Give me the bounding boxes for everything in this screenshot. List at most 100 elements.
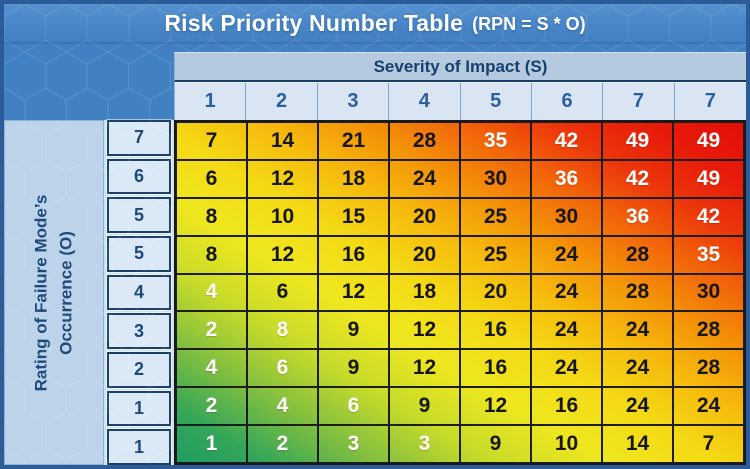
rpn-cell: 7 <box>673 425 744 463</box>
rpn-cell: 28 <box>389 122 460 160</box>
occurrence-scale-cell: 4 <box>107 274 171 311</box>
rpn-cell: 15 <box>318 197 389 236</box>
severity-scale-cell: 7 <box>704 90 716 112</box>
severity-axis-header: Severity of Impact (S) <box>174 52 746 82</box>
rpn-cell: 42 <box>673 197 744 236</box>
rpn-cell: 20 <box>389 197 460 236</box>
rpn-cell: 12 <box>460 387 531 426</box>
rpn-cell: 3 <box>389 425 460 463</box>
rpn-cell: 24 <box>602 349 673 388</box>
occurrence-axis-label-line2: Occurrence (O) <box>56 230 75 355</box>
rpn-cell: 35 <box>673 235 744 274</box>
rpn-cell: 25 <box>460 235 531 274</box>
occurrence-axis-header: Rating of Failure Mode’s Occurrence (O) <box>4 120 104 465</box>
rpn-cell: 4 <box>176 273 247 312</box>
rpn-cell: 28 <box>602 273 673 312</box>
occurrence-scale-cell: 5 <box>107 236 171 272</box>
rpn-cell: 24 <box>602 387 673 426</box>
rpn-cell: 2 <box>176 311 247 350</box>
rpn-cell: 1 <box>176 425 247 463</box>
rpn-grid: 7 14 21 28 35 42 49 49 6 12 18 24 30 36 42 49 8 10 15 20 25 3… <box>174 120 746 465</box>
rpn-cell: 25 <box>460 197 531 236</box>
rpn-cell: 49 <box>602 122 673 160</box>
rpn-cell: 9 <box>389 387 460 426</box>
rpn-cell: 24 <box>531 349 602 388</box>
occurrence-axis-label-line1: Rating of Failure Mode’s <box>31 194 51 391</box>
rpn-cell: 6 <box>247 349 318 388</box>
rpn-cell: 24 <box>602 311 673 350</box>
rpn-cell: 30 <box>673 273 744 312</box>
rpn-cell: 10 <box>247 197 318 236</box>
rpn-cell: 2 <box>176 387 247 426</box>
rpn-cell: 36 <box>531 159 602 198</box>
rpn-cell: 6 <box>318 387 389 426</box>
occurrence-scale-cell: 3 <box>107 313 171 350</box>
rpn-cell: 8 <box>176 197 247 236</box>
rpn-cell: 12 <box>389 311 460 350</box>
rpn-cell: 4 <box>176 349 247 388</box>
rpn-cell: 24 <box>389 159 460 198</box>
rpn-cell: 30 <box>531 197 602 236</box>
rpn-cell: 24 <box>673 387 744 426</box>
occurrence-axis-label: Rating of Failure Mode’s Occurrence (O) <box>29 120 78 465</box>
rpn-cell: 30 <box>460 159 531 198</box>
page-title: Risk Priority Number Table <box>164 9 464 36</box>
rpn-cell: 16 <box>531 387 602 426</box>
severity-scale-cell: 1 <box>175 83 247 120</box>
severity-scale-cell: 3 <box>318 83 390 120</box>
occurrence-scale-cell: 7 <box>107 120 171 156</box>
severity-scale-cell: 5 <box>461 83 532 120</box>
severity-scale-cell: 2 <box>246 83 318 120</box>
rpn-cell: 18 <box>389 273 460 312</box>
rpn-cell: 16 <box>460 311 531 350</box>
rpn-cell: 24 <box>531 235 602 274</box>
rpn-cell: 2 <box>247 425 318 463</box>
occurrence-scale-cell: 6 <box>107 158 171 195</box>
rpn-cell: 35 <box>460 122 531 160</box>
occurrence-scale-cell: 2 <box>107 352 171 388</box>
rpn-cell: 12 <box>389 349 460 388</box>
rpn-cell: 9 <box>318 349 389 388</box>
rpn-cell: 49 <box>673 122 744 160</box>
rpn-cell: 36 <box>602 197 673 236</box>
rpn-cell: 12 <box>247 235 318 274</box>
rpn-cell: 9 <box>460 425 531 463</box>
rpn-formula: (RPN = S * O) <box>472 13 586 34</box>
rpn-cell: 49 <box>673 159 744 198</box>
rpn-cell: 28 <box>602 235 673 274</box>
rpn-cell: 14 <box>247 122 318 160</box>
rpn-cell: 3 <box>318 425 389 463</box>
rpn-cell: 28 <box>673 349 744 388</box>
rpn-cell: 6 <box>176 159 247 198</box>
occurrence-scale-cell: 1 <box>107 429 171 465</box>
rpn-cell: 14 <box>602 425 673 463</box>
rpn-cell: 9 <box>318 311 389 350</box>
rpn-cell: 16 <box>460 349 531 388</box>
rpn-cell: 18 <box>318 159 389 198</box>
rpn-cell: 12 <box>247 159 318 198</box>
severity-scale-cell: 6 <box>532 83 604 120</box>
severity-scale-cell: 7 <box>603 83 675 120</box>
rpn-cell: 8 <box>176 235 247 274</box>
rpn-cell: 4 <box>247 387 318 426</box>
rpn-cell: 16 <box>318 235 389 274</box>
rpn-cell: 10 <box>531 425 602 463</box>
rpn-cell: 24 <box>531 311 602 350</box>
rpn-cell: 24 <box>531 273 602 312</box>
occurrence-scale-cell: 1 <box>107 390 171 427</box>
severity-axis-label: Severity of Impact (S) <box>373 56 548 76</box>
rpn-inner: Risk Priority Number Table (RPN = S * O)… <box>4 4 746 465</box>
rpn-cell: 21 <box>318 122 389 160</box>
rpn-cell: 42 <box>531 122 602 160</box>
rpn-cell: 28 <box>673 311 744 350</box>
table-title-bar: Risk Priority Number Table (RPN = S * O) <box>4 4 746 44</box>
severity-scale-cell: 4 <box>389 83 461 120</box>
occurrence-scale-cell: 5 <box>107 197 171 234</box>
rpn-cell: 7 <box>176 122 247 160</box>
rpn-cell: 8 <box>247 311 318 350</box>
rpn-cell: 20 <box>389 235 460 274</box>
rpn-cell: 12 <box>318 273 389 312</box>
